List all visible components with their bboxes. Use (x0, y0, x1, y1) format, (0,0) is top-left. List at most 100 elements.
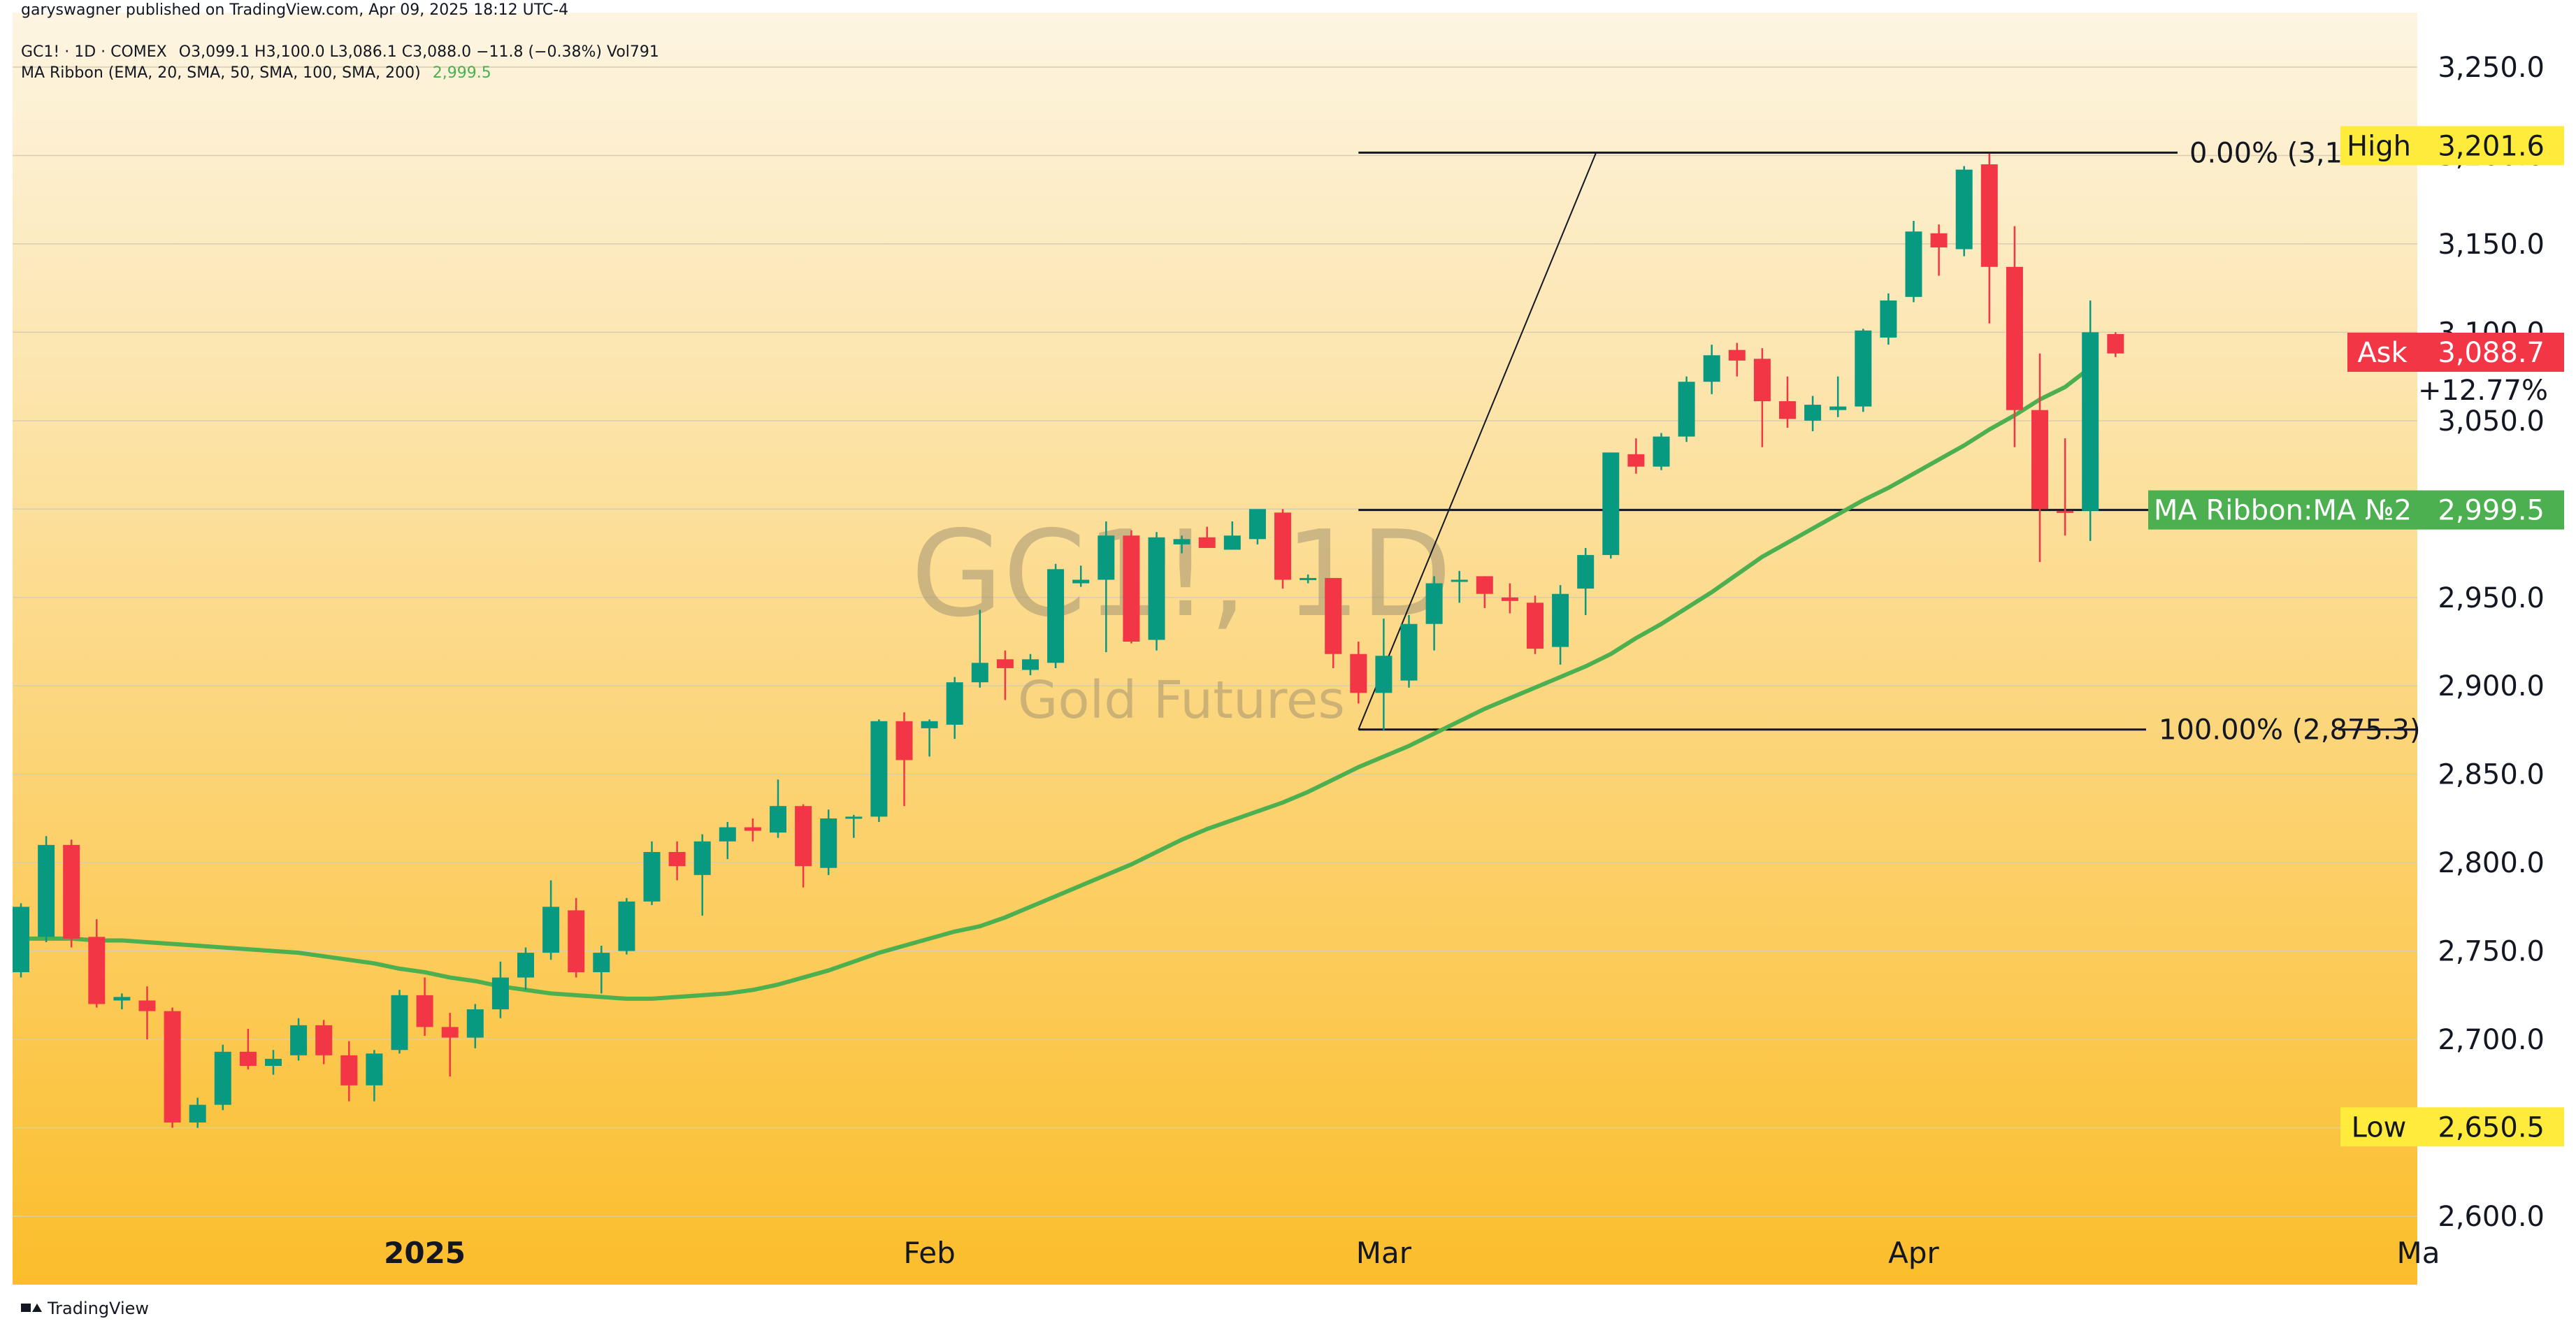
candle[interactable] (1274, 509, 1291, 589)
candle[interactable] (2031, 353, 2048, 563)
candle[interactable] (1779, 376, 1796, 428)
candle[interactable] (744, 818, 761, 842)
candle[interactable] (265, 1050, 282, 1075)
ma-badge-label: MA Ribbon:MA №2 (2154, 495, 2412, 527)
candle[interactable] (895, 712, 913, 807)
candle[interactable] (290, 1018, 308, 1061)
change-badge-value: +12.77% (2418, 375, 2548, 407)
candle[interactable] (643, 841, 661, 905)
candle[interactable] (214, 1044, 231, 1111)
candle[interactable] (391, 990, 408, 1054)
candle[interactable] (1350, 642, 1367, 704)
candle[interactable] (239, 1028, 257, 1070)
candle[interactable] (593, 946, 610, 994)
candle[interactable] (1425, 576, 1443, 651)
candle[interactable] (2107, 332, 2124, 357)
candle[interactable] (63, 839, 80, 948)
candle[interactable] (1249, 509, 1266, 544)
candle[interactable] (1173, 535, 1190, 554)
candle[interactable] (568, 897, 585, 978)
x-tick-label: Ma (2397, 1236, 2440, 1270)
candle[interactable] (1829, 376, 1847, 417)
candle[interactable] (466, 1004, 484, 1048)
candle[interactable] (2057, 438, 2074, 536)
candle[interactable] (1552, 585, 1569, 665)
candle[interactable] (845, 814, 863, 838)
candle[interactable] (770, 779, 786, 838)
candle[interactable] (1223, 521, 1241, 550)
candle[interactable] (1501, 583, 1518, 614)
candle[interactable] (1602, 452, 1620, 559)
time-axis[interactable]: 2025 Feb Mar Apr Ma (384, 1236, 2440, 1270)
candle[interactable] (1653, 433, 1670, 470)
candle[interactable] (189, 1097, 206, 1128)
candle[interactable] (88, 919, 106, 1008)
candle[interactable] (1980, 153, 1998, 324)
candle[interactable] (38, 836, 55, 942)
candle[interactable] (820, 809, 837, 875)
candle[interactable] (366, 1050, 383, 1102)
candle[interactable] (491, 961, 509, 1018)
candle[interactable] (1804, 396, 1822, 432)
ma-line[interactable] (21, 366, 2092, 1001)
candle[interactable] (1703, 345, 1720, 394)
candle[interactable] (113, 993, 131, 1010)
candle[interactable] (13, 903, 29, 978)
candle[interactable] (795, 804, 812, 888)
candle[interactable] (1627, 438, 1645, 474)
candle-body (693, 841, 711, 875)
candle[interactable] (2006, 226, 2023, 447)
candle[interactable] (870, 719, 888, 822)
candle[interactable] (618, 897, 635, 955)
candle[interactable] (517, 947, 534, 990)
candle[interactable] (1400, 615, 1418, 688)
candles[interactable] (13, 153, 2124, 1128)
candle[interactable] (1527, 596, 1544, 654)
candle[interactable] (1451, 570, 1468, 603)
trend-line[interactable] (1358, 152, 1597, 730)
candle[interactable] (668, 841, 686, 881)
candle[interactable] (340, 1041, 358, 1102)
candle[interactable] (1123, 530, 1140, 644)
candle[interactable] (1148, 532, 1165, 651)
indicator-legend[interactable]: MA Ribbon (EMA, 20, SMA, 50, SMA, 100, S… (21, 64, 498, 82)
candle[interactable] (1375, 619, 1393, 730)
candle[interactable] (1476, 576, 1493, 608)
footer-brand[interactable]: TradingView (21, 1299, 149, 1318)
candle[interactable] (1325, 577, 1342, 668)
candle[interactable] (416, 977, 433, 1037)
candle[interactable] (971, 609, 988, 688)
candle[interactable] (315, 1020, 333, 1065)
candle[interactable] (138, 986, 156, 1040)
candle[interactable] (921, 719, 938, 757)
candle[interactable] (946, 677, 963, 739)
candle[interactable] (2082, 300, 2099, 541)
candle[interactable] (1577, 547, 1595, 616)
candle[interactable] (1955, 166, 1973, 257)
candle[interactable] (1930, 224, 1948, 276)
candle[interactable] (164, 1007, 181, 1128)
candle[interactable] (441, 1013, 459, 1077)
symbol-legend[interactable]: GC1! · 1D · COMEX O3,099.1 H3,100.0 L3,0… (21, 43, 666, 61)
candle[interactable] (1047, 563, 1065, 668)
candle[interactable] (1098, 521, 1115, 653)
candle[interactable] (1728, 342, 1746, 377)
candle[interactable] (719, 821, 736, 860)
candle-body (2031, 410, 2048, 510)
candle[interactable] (1880, 293, 1897, 345)
candle[interactable] (693, 834, 711, 916)
brand-name: TradingView (48, 1299, 150, 1318)
candle[interactable] (1300, 574, 1317, 584)
candle[interactable] (1855, 329, 1872, 412)
candle[interactable] (1905, 221, 1922, 303)
candle[interactable] (996, 650, 1014, 700)
candle[interactable] (1022, 654, 1039, 676)
candle[interactable] (1678, 376, 1695, 442)
candle[interactable] (1072, 565, 1090, 587)
candle[interactable] (542, 880, 560, 960)
candle[interactable] (1753, 348, 1771, 447)
candle[interactable] (1198, 526, 1216, 548)
